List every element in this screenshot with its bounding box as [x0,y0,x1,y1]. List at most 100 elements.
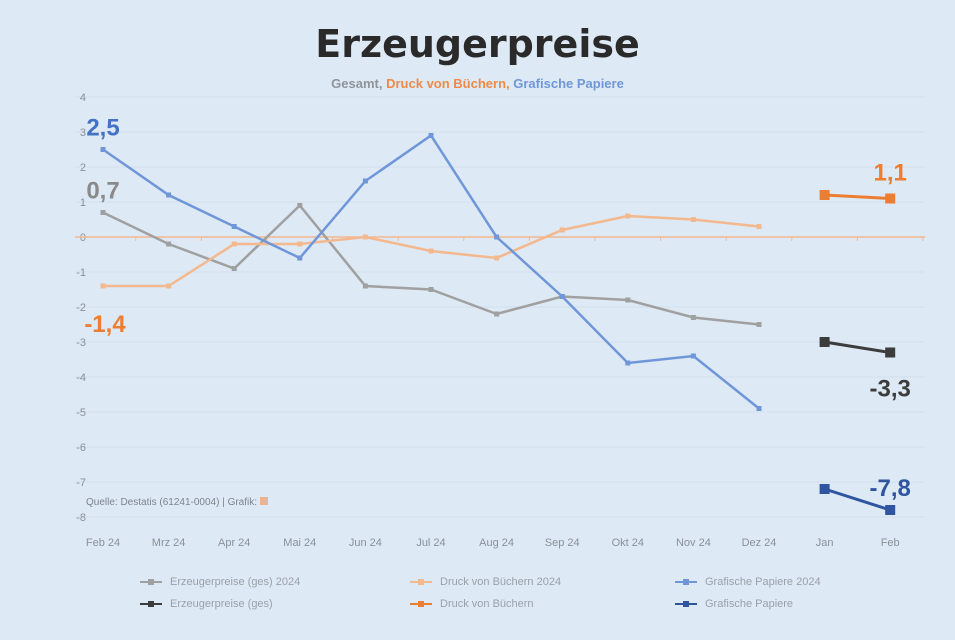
data-point [166,241,172,247]
data-point [231,241,237,247]
data-point [756,322,762,327]
legend-item: Grafische Papiere 2024 [675,576,880,588]
x-tick-label: Jun 24 [349,537,382,549]
data-point [166,283,172,289]
y-tick-label: 4 [80,92,86,104]
chart-subtitle: Gesamt, Druck von Büchern, Grafische Pap… [0,76,955,91]
data-point [885,193,896,204]
y-tick-label: -7 [76,477,86,489]
data-point [100,283,106,289]
data-point [625,213,631,219]
x-tick-label: Apr 24 [218,537,250,549]
y-tick-label: -5 [76,407,86,419]
subtitle-gesamt: Gesamt, [331,76,383,91]
legend-swatch [140,601,162,607]
data-point [428,287,434,292]
legend-swatch [140,579,162,585]
data-point [885,347,896,358]
data-label: -7,8 [870,475,911,502]
data-label: 0,7 [86,178,119,205]
data-point [297,241,303,247]
x-tick-label: Sep 24 [545,537,580,549]
data-point [362,283,368,289]
data-point [428,248,434,254]
legend-swatch [675,601,697,607]
source-note: Quelle: Destatis (61241-0004) | Grafik: [86,497,268,508]
y-tick-label: -2 [76,302,86,314]
data-label: 1,1 [874,160,907,187]
x-tick-label: Feb 24 [86,537,120,549]
subtitle-druck: Druck von Büchern, [386,76,510,91]
data-point [494,234,500,240]
data-point [428,133,434,138]
legend-label: Erzeugerpreise (ges) [170,598,273,610]
data-point [297,203,303,208]
legend-label: Druck von Büchern 2024 [440,576,562,588]
subtitle-papiere: Grafische Papiere [513,76,624,91]
data-point [819,337,830,347]
legend-item: Druck von Büchern [410,598,675,610]
legend-item: Druck von Büchern 2024 [410,576,675,588]
x-tick-label: Jan [816,537,834,549]
data-point [756,224,762,229]
source-text: Quelle: Destatis (61241-0004) | Grafik: [86,497,260,508]
series-line-4 [824,193,891,200]
data-point [297,255,303,261]
legend-item: Erzeugerpreise (ges) 2024 [140,576,410,588]
data-point [625,360,631,366]
y-tick-label: 0 [80,232,86,244]
data-point [690,315,696,320]
x-tick-label: Nov 24 [676,537,711,549]
data-label: 2,5 [86,115,119,142]
data-point [819,484,830,494]
legend-item: Erzeugerpreise (ges) [140,598,410,610]
legend-item: Grafische Papiere [675,598,880,610]
y-tick-label: -4 [76,372,86,384]
y-tick-label: -8 [76,512,86,524]
data-point [231,224,237,229]
series-line-3 [824,340,891,354]
data-point [625,297,631,303]
y-tick-label: 3 [80,127,86,139]
legend-swatch [410,601,432,607]
legend-label: Grafische Papiere [705,598,794,610]
y-tick-label: -3 [76,337,86,349]
chart-title: Erzeugerpreise [315,22,640,66]
data-point [559,294,565,299]
x-tick-label: Aug 24 [479,537,514,549]
legend-label: Druck von Büchern [440,598,534,610]
x-tick-label: Mrz 24 [152,537,186,549]
series-line-5 [824,487,891,512]
data-label: -1,4 [84,311,126,338]
data-point [494,255,500,261]
data-point [100,210,106,215]
legend-label: Erzeugerpreise (ges) 2024 [170,576,301,588]
x-tick-label: Dez 24 [742,537,777,549]
x-tick-label: Mai 24 [283,537,316,549]
data-point [559,227,565,233]
data-point [885,505,896,515]
data-point [690,217,696,222]
logo-mark [259,497,268,505]
x-tick-label: Feb [881,537,900,549]
data-point [494,311,500,317]
data-point [362,178,368,184]
x-tick-label: Jul 24 [416,537,445,549]
data-point [362,234,368,240]
legend-swatch [410,579,432,585]
data-point [100,147,106,152]
x-tick-label: Okt 24 [612,537,644,549]
data-point [819,190,830,200]
legend-swatch [675,579,697,585]
data-point [756,406,762,411]
y-tick-label: -1 [76,267,86,279]
legend-label: Grafische Papiere 2024 [705,576,821,588]
data-point [690,353,696,359]
y-tick-label: 2 [80,162,86,174]
data-point [231,266,237,271]
y-tick-label: 1 [80,197,86,209]
data-label: -3,3 [870,376,911,403]
legend: Erzeugerpreise (ges) 2024 Druck von Büche… [140,576,880,610]
y-tick-label: -6 [76,442,86,454]
